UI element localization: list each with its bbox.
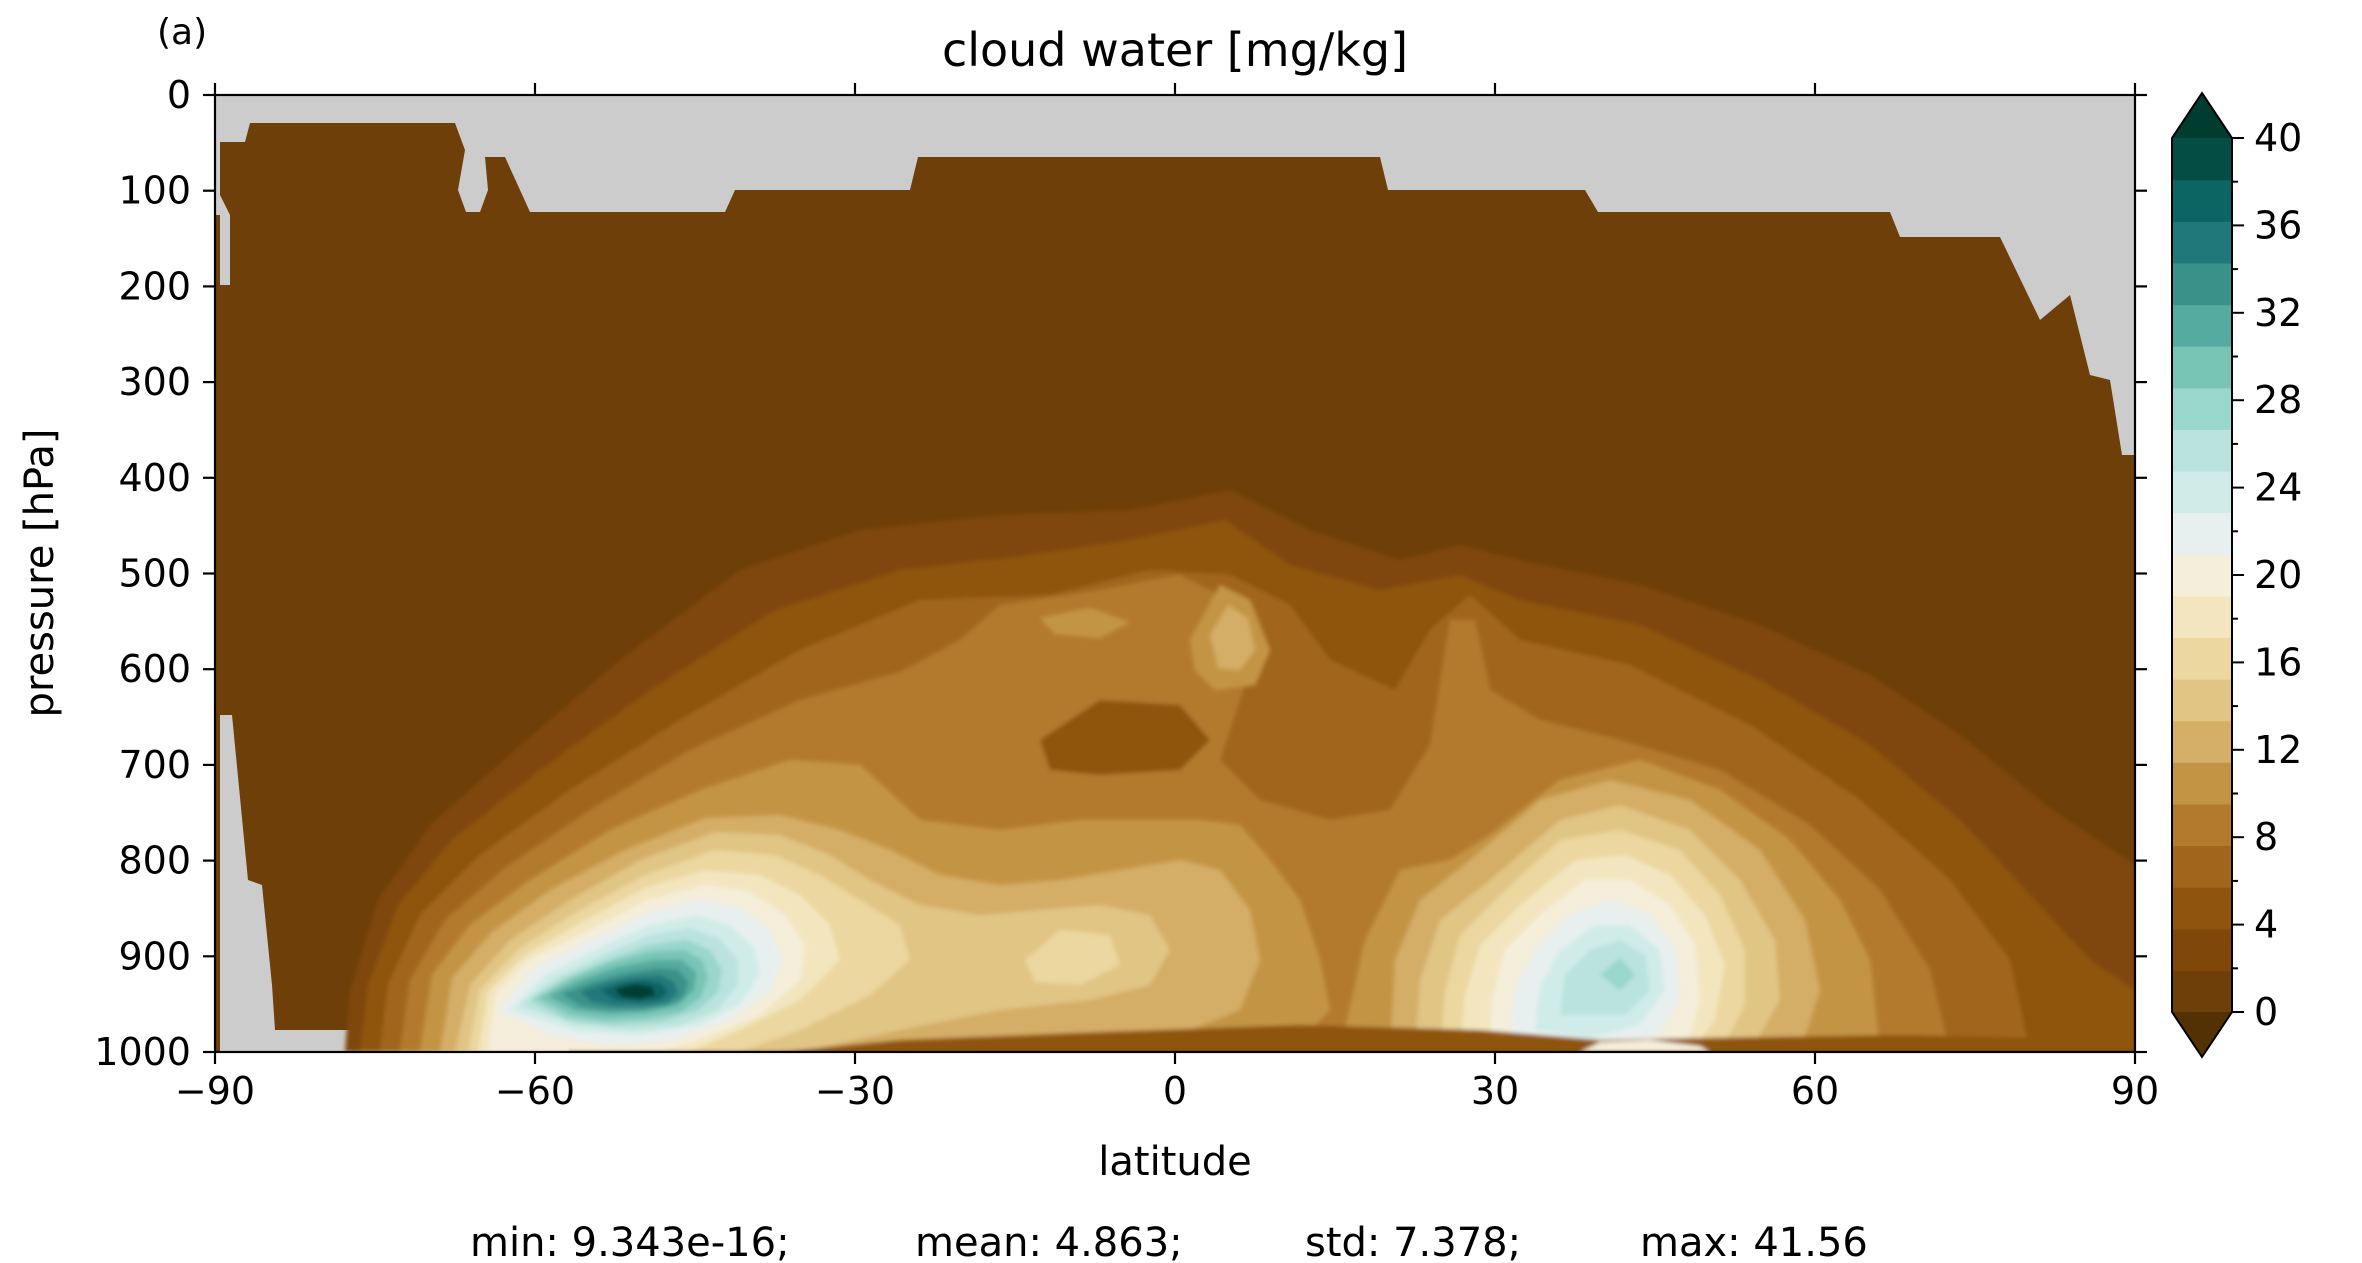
y-tick-label: 800	[118, 839, 191, 883]
stat-max: max: 41.56	[1640, 1220, 1868, 1263]
x-axis-label: latitude	[1098, 1139, 1251, 1185]
colorbar-swatch	[2172, 346, 2232, 389]
contour-level-40	[615, 984, 655, 999]
colorbar-swatch	[2172, 720, 2232, 763]
y-tick-label: 600	[118, 647, 191, 691]
y-axis: 0 100 200 300 400 500 600 700 800 900 1000	[94, 73, 2147, 1074]
x-tick-label: 30	[1471, 1069, 1519, 1113]
colorbar-tick-label: 28	[2254, 378, 2302, 422]
colorbar-tick-label: 4	[2254, 903, 2278, 947]
stat-min: min: 9.343e-16;	[470, 1220, 790, 1263]
y-tick-label: 300	[118, 360, 191, 404]
x-tick-label: 90	[2111, 1069, 2159, 1113]
colorbar-swatch	[2172, 637, 2232, 680]
y-axis-label: pressure [hPa]	[17, 429, 63, 718]
colorbar-swatch	[2172, 221, 2232, 264]
statistics-line: min: 9.343e-16; mean: 4.863; std: 7.378;…	[470, 1220, 1868, 1263]
colorbar-swatch	[2172, 595, 2232, 639]
y-tick-label: 500	[118, 552, 191, 596]
tropical-blob-inner	[1210, 605, 1255, 670]
colorbar-swatch	[2172, 429, 2232, 472]
y-tick-label: 0	[167, 73, 191, 117]
colorbar-extend-max	[2172, 93, 2232, 138]
colorbar-tick-label: 16	[2254, 640, 2302, 684]
colorbar-tick-label: 24	[2254, 466, 2302, 510]
colorbar-extend-min	[2172, 1012, 2232, 1057]
y-tick-label: 900	[118, 934, 191, 978]
colorbar-tick-label: 20	[2254, 553, 2302, 597]
chart-title: cloud water [mg/kg]	[942, 23, 1408, 77]
y-tick-label: 1000	[94, 1030, 191, 1074]
colorbar-swatch	[2172, 887, 2232, 930]
x-tick-label: 0	[1163, 1069, 1187, 1113]
colorbar-swatch	[2172, 138, 2232, 181]
bright-near-surface-band	[1580, 1040, 1710, 1052]
colorbar-tick-label: 12	[2254, 728, 2302, 772]
colorbar-swatch	[2172, 970, 2232, 1013]
colorbar-swatch	[2172, 679, 2232, 722]
x-tick-label: −60	[495, 1069, 575, 1113]
colorbar-swatch	[2172, 762, 2232, 805]
plot-area	[213, 93, 2137, 1054]
x-tick-label: −30	[815, 1069, 895, 1113]
x-tick-label: 60	[1791, 1069, 1839, 1113]
colorbar-tick-label: 0	[2254, 990, 2278, 1034]
x-axis: −90 −60 −30 0 30 60 90	[175, 83, 2159, 1113]
y-tick-label: 400	[118, 456, 191, 500]
surface-layer	[780, 1025, 2135, 1052]
y-tick-label: 100	[118, 169, 191, 213]
colorbar-swatch	[2172, 262, 2232, 306]
colorbar-swatch	[2172, 512, 2232, 555]
colorbar-swatch	[2172, 803, 2232, 847]
contour-level-18	[478, 855, 1725, 1052]
colorbar-tick-label: 8	[2254, 815, 2278, 859]
colorbar-swatch	[2172, 304, 2232, 347]
colorbar-swatch	[2172, 554, 2232, 597]
stat-mean: mean: 4.863;	[915, 1220, 1183, 1263]
stat-std: std: 7.378;	[1305, 1220, 1521, 1263]
y-tick-label: 200	[118, 264, 191, 308]
x-tick-label: −90	[175, 1069, 255, 1113]
colorbar-swatch	[2172, 845, 2232, 888]
colorbar-swatch	[2172, 470, 2232, 514]
colorbar-swatch	[2172, 387, 2232, 430]
y-tick-label: 700	[118, 743, 191, 787]
colorbar-swatch	[2172, 179, 2232, 222]
colorbar-swatch	[2172, 928, 2232, 971]
upper-blob	[1040, 608, 1130, 638]
colorbar-tick-label: 40	[2254, 116, 2302, 160]
panel-label: (a)	[157, 12, 207, 53]
mid-dark-patch	[1040, 700, 1210, 775]
colorbar-tick-label: 32	[2254, 291, 2302, 335]
colorbar: 0 4 8 12 16 20 24 28 32 36 40	[2171, 91, 2302, 1059]
colorbar-tick-label: 36	[2254, 203, 2302, 247]
